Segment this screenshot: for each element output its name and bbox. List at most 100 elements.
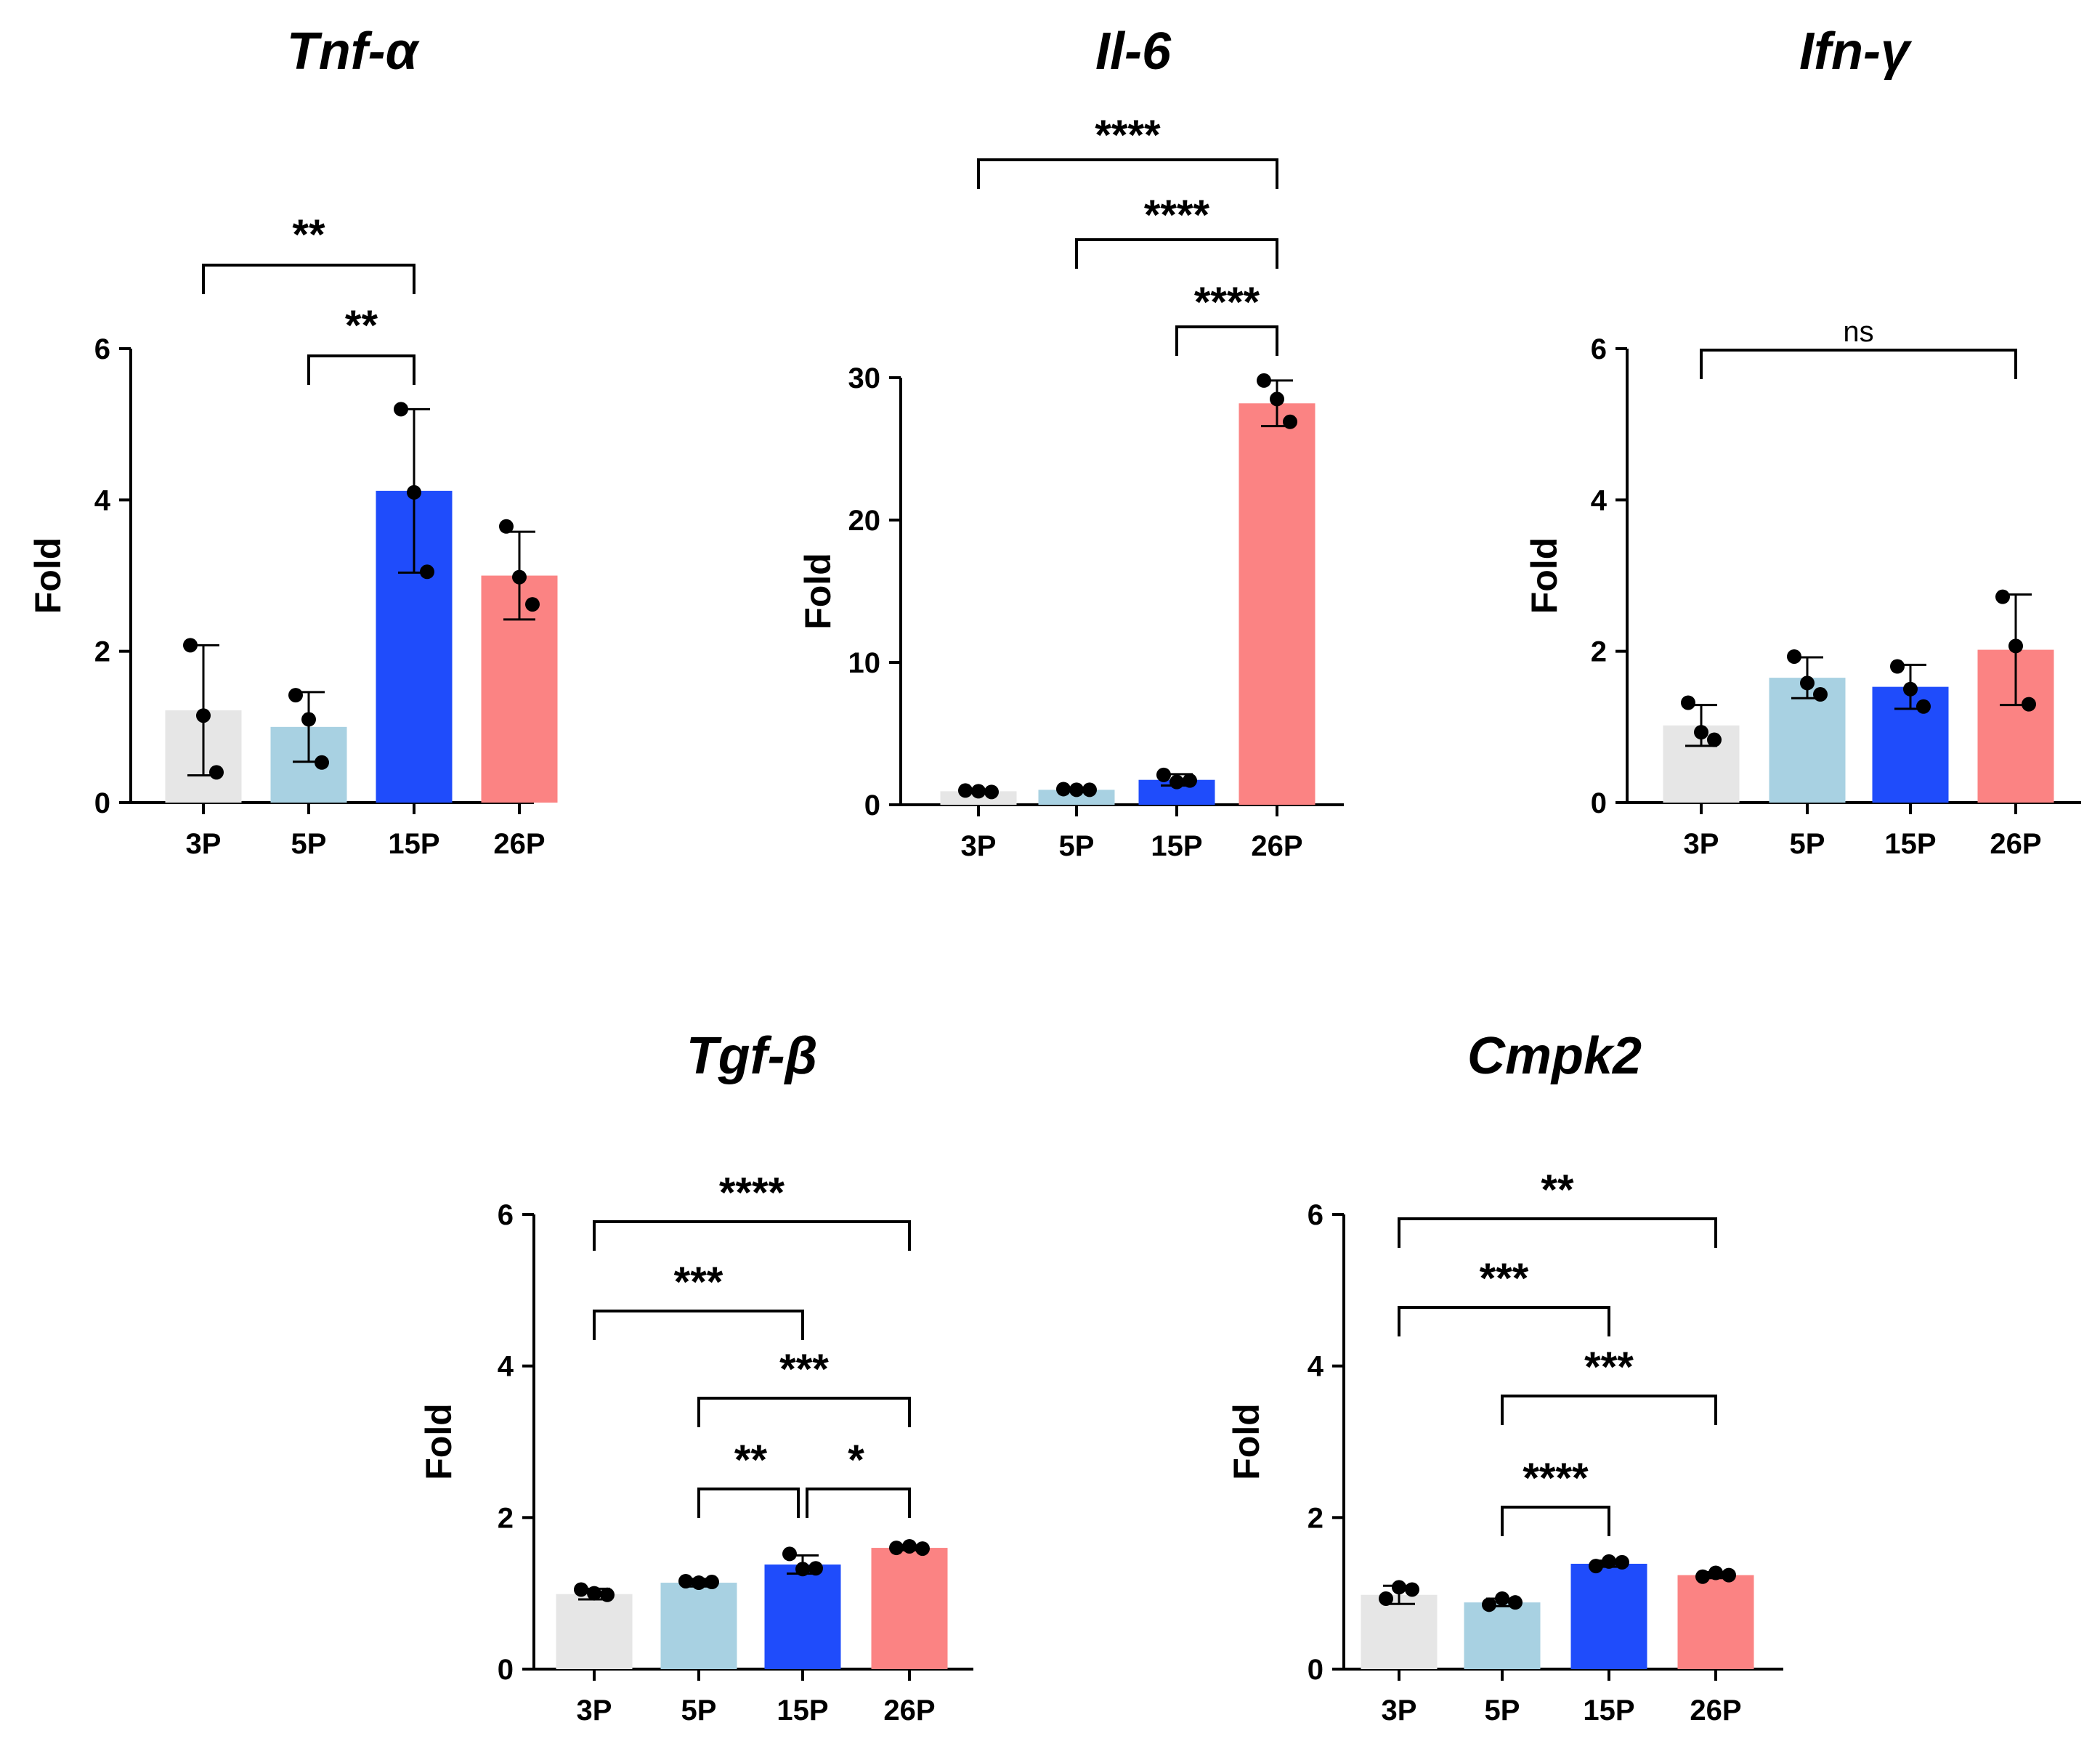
data-point xyxy=(1283,414,1297,429)
data-point xyxy=(288,688,303,703)
chart-panel: Il-6 Fold 0 10 20 30 3P 5P 15P 26P **** **** **** xyxy=(798,23,1344,862)
data-point xyxy=(1270,391,1284,407)
bar xyxy=(556,1594,633,1669)
data-point xyxy=(1405,1582,1419,1597)
data-point xyxy=(915,1541,930,1557)
significance-bracket xyxy=(1501,1395,1717,1425)
significance-label: **** xyxy=(1523,1455,1589,1502)
data-point xyxy=(1916,699,1931,714)
data-point xyxy=(1602,1554,1616,1569)
significance-bracket xyxy=(1075,238,1278,269)
x-tick-label: 5P xyxy=(1790,828,1825,860)
significance-label: * xyxy=(848,1437,864,1484)
significance-label: **** xyxy=(1144,192,1210,239)
y-axis-label: Fold xyxy=(798,553,838,630)
chart-title: Cmpk2 xyxy=(1467,1027,1642,1085)
data-point xyxy=(1082,782,1097,798)
y-tick-label: 4 xyxy=(94,484,111,516)
chart-title: Ifn-γ xyxy=(1799,23,1913,81)
data-point xyxy=(1694,725,1708,740)
significance-bracket xyxy=(697,1397,911,1427)
significance-bracket xyxy=(307,354,415,385)
data-point xyxy=(525,597,540,612)
data-point xyxy=(1722,1567,1736,1583)
data-point xyxy=(587,1586,601,1601)
y-tick-label: 2 xyxy=(94,636,110,668)
x-tick-label: 3P xyxy=(186,828,222,860)
data-point xyxy=(971,784,986,799)
x-tick-label: 5P xyxy=(1059,830,1095,862)
chart-title: Tnf-α xyxy=(287,23,421,81)
data-point xyxy=(1183,773,1197,788)
x-tick-label: 26P xyxy=(1990,828,2041,860)
y-tick-label: 10 xyxy=(848,647,881,679)
data-point xyxy=(1482,1597,1496,1612)
x-tick-label: 15P xyxy=(388,828,439,860)
chart-panel: Ifn-γ Fold 0 2 4 6 3P 5P 15P 26P ns xyxy=(1524,23,2081,860)
data-point xyxy=(574,1582,588,1597)
chart-title: Tgf-β xyxy=(686,1027,818,1085)
significance-bracket xyxy=(977,158,1278,189)
bar xyxy=(660,1583,737,1669)
x-tick-label: 26P xyxy=(1251,830,1302,862)
data-point xyxy=(1495,1591,1509,1606)
significance-bracket xyxy=(697,1488,800,1518)
significance-bracket xyxy=(593,1310,804,1340)
data-point xyxy=(958,783,973,798)
data-point xyxy=(1800,675,1815,691)
data-point xyxy=(1392,1580,1406,1595)
data-point xyxy=(1813,687,1828,702)
significance-label: ** xyxy=(292,211,325,259)
data-point xyxy=(678,1573,693,1588)
y-tick-label: 0 xyxy=(94,787,110,819)
data-point xyxy=(782,1546,797,1562)
data-point xyxy=(1379,1591,1393,1606)
data-point xyxy=(301,712,316,727)
bar xyxy=(871,1548,948,1669)
bar xyxy=(1464,1602,1541,1669)
x-tick-label: 5P xyxy=(1485,1695,1520,1726)
significance-bracket xyxy=(1398,1306,1610,1336)
significance-label: ** xyxy=(734,1437,768,1484)
chart-panel: Tnf-α Fold 0 2 4 6 3P 5P 15P 26P ** ** xyxy=(28,23,558,860)
data-point xyxy=(407,484,421,500)
chart-title: Il-6 xyxy=(1095,23,1172,81)
significance-label: ** xyxy=(1541,1166,1574,1214)
data-point xyxy=(1787,649,1801,664)
significance-bracket xyxy=(1700,349,2017,379)
data-point xyxy=(1056,782,1071,797)
x-tick-label: 5P xyxy=(681,1695,717,1726)
significance-bracket xyxy=(1175,325,1278,356)
data-point xyxy=(902,1538,917,1554)
data-point xyxy=(512,569,527,585)
bar xyxy=(764,1565,841,1669)
y-tick-label: 0 xyxy=(1308,1654,1323,1686)
x-tick-label: 3P xyxy=(1382,1695,1417,1726)
x-tick-label: 3P xyxy=(961,830,997,862)
y-axis-label: Fold xyxy=(1524,537,1565,614)
data-point xyxy=(1890,659,1905,674)
data-point xyxy=(183,638,198,653)
y-tick-label: 4 xyxy=(498,1351,514,1383)
y-tick-label: 0 xyxy=(498,1654,514,1686)
x-tick-label: 15P xyxy=(1884,828,1936,860)
data-point xyxy=(394,402,408,417)
data-point xyxy=(1681,695,1695,710)
data-point xyxy=(499,519,514,534)
y-tick-label: 6 xyxy=(1591,333,1607,365)
x-tick-label: 15P xyxy=(1151,830,1202,862)
data-point xyxy=(1695,1569,1710,1584)
y-tick-label: 0 xyxy=(1591,787,1607,819)
significance-label: *** xyxy=(1584,1344,1634,1391)
bar xyxy=(1677,1575,1754,1669)
data-point xyxy=(315,755,329,770)
significance-bracket xyxy=(202,264,415,294)
data-point xyxy=(196,708,211,723)
data-point xyxy=(1508,1595,1523,1610)
significance-label: *** xyxy=(674,1259,723,1306)
bar xyxy=(1238,403,1315,805)
x-tick-label: 26P xyxy=(1690,1695,1741,1726)
y-axis-label: Fold xyxy=(28,537,68,614)
significance-label: ** xyxy=(345,302,378,349)
